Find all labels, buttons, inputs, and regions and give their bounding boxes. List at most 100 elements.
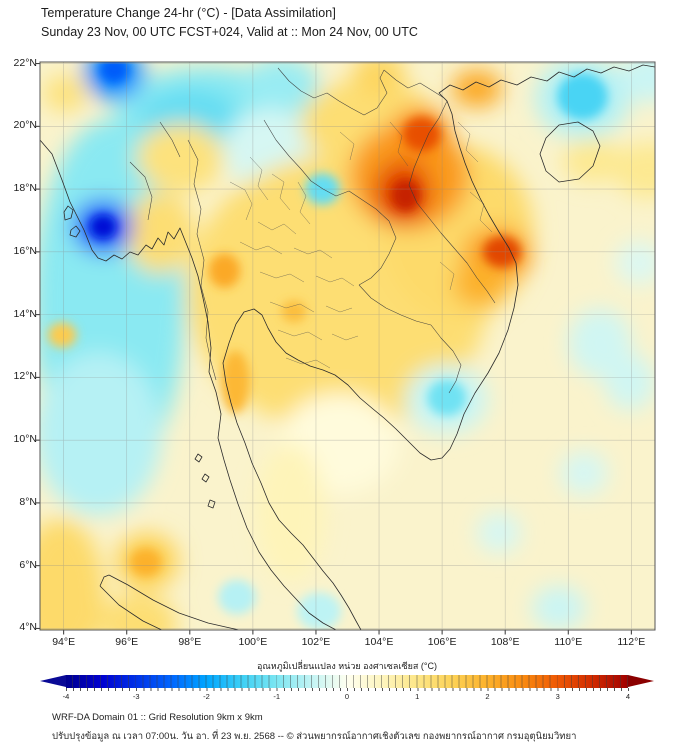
island-mergui — [194, 453, 216, 509]
colorbar-left-arrow — [40, 675, 66, 687]
anomaly-bengal-cold-core — [89, 214, 117, 239]
y-axis-tick-label: 22°N — [13, 56, 37, 69]
colorbar-label: อุณหภูมิเปลี่ยนแปลง หน่วย องศาเซลเซียส (… — [257, 661, 437, 671]
map-gridlines — [40, 62, 655, 630]
x-axis-tick-label: 96°E — [115, 636, 139, 648]
anomaly-west-edge-warm-spot — [47, 322, 77, 348]
x-axis-tick-label: 104°E — [364, 636, 394, 648]
colorbar-tick-label: -4 — [62, 692, 70, 701]
colorbar-tick-label: 4 — [625, 692, 631, 701]
anomaly-top-center-cool — [243, 62, 320, 114]
anomaly-sea-cool-4 — [476, 512, 521, 554]
anomaly-malay-peninsula-mild — [256, 443, 326, 582]
x-axis-tick-label: 106°E — [427, 636, 457, 648]
anomaly-south-andaman-cool — [40, 352, 162, 516]
chart-subtitle: Sunday 23 Nov, 00 UTC FCST+024, Valid at… — [41, 25, 418, 39]
y-axis-tick-label: 6°N — [19, 558, 37, 571]
colorbar-right-arrow — [628, 675, 654, 687]
anomaly-central-vietnam-hot-core — [483, 236, 521, 268]
border-china-north — [277, 67, 388, 116]
anomaly-myanmar-warm-1 — [136, 123, 225, 193]
anomaly-peninsula-hot-strip — [221, 350, 250, 414]
coastlines — [40, 64, 655, 630]
anomaly-sea-cool-3 — [560, 451, 608, 496]
temperature-field-cores — [47, 62, 608, 630]
chart-title: Temperature Change 24-hr (°C) - [Data As… — [41, 6, 336, 20]
axis-ticks — [35, 63, 632, 635]
anomaly-myanmar-warm-2 — [125, 192, 195, 274]
map-canvas — [35, 61, 656, 635]
anomaly-top-edge-warm — [352, 62, 406, 97]
anomaly-north-thai-cool-spot — [305, 173, 340, 205]
x-axis-tick-label: 102°E — [301, 636, 331, 648]
x-axis-tick-label: 98°E — [178, 636, 202, 648]
anomaly-hainan-warm — [562, 138, 625, 183]
colorbar-tick-label: -1 — [273, 692, 281, 701]
coast-gulf-vietnam-china — [235, 64, 655, 461]
anomaly-ne-corner-cool — [620, 62, 655, 103]
anomaly-west-thai-hot-spot — [208, 253, 241, 288]
anomaly-right-edge-warm — [614, 142, 655, 199]
border-thailand-laos-mekong — [263, 119, 397, 286]
country-borders — [129, 67, 496, 394]
x-axis-tick-label: 110°E — [554, 636, 583, 648]
temperature-field-soft — [40, 62, 655, 630]
y-axis-tick-label: 10°N — [13, 433, 37, 446]
footer-domain-info: WRF-DA Domain 01 :: Grid Resolution 9km … — [52, 712, 263, 723]
y-axis-tick-label: 4°N — [19, 621, 37, 634]
x-axis-tick-label: 100°E — [238, 636, 268, 648]
anomaly-sw-corner-warm — [40, 518, 105, 630]
anomaly-central-thai-hot-spot — [281, 300, 307, 323]
colorbar-tick-label: 2 — [485, 692, 490, 701]
colorbar-cell-separators — [66, 675, 628, 688]
colorbar-tick-label: 0 — [344, 692, 350, 701]
y-axis-tick-label: 8°N — [19, 495, 37, 508]
y-axis-tick-label: 14°N — [13, 307, 37, 320]
coast-myanmar-peninsula — [40, 139, 337, 630]
border-thailand-cambodia — [358, 284, 432, 326]
anomaly-south-cool-spot-2 — [297, 592, 342, 630]
coast-sumatra-ne — [108, 574, 240, 630]
anomaly-sea-cool-5 — [532, 586, 586, 630]
anomaly-ne-vietnam-warm — [451, 69, 502, 108]
x-axis-tick-label: 108°E — [490, 636, 520, 648]
coast-sumatra-sw — [99, 585, 163, 630]
anomaly-sumatra-warm — [101, 592, 178, 630]
island-arakan-2 — [69, 225, 81, 238]
island-arakan-1 — [63, 205, 74, 221]
map-area — [35, 61, 656, 635]
x-axis-tick-label: 112°E — [617, 636, 646, 648]
colorbar-tick-label: -2 — [203, 692, 210, 701]
border-china-vietnam — [383, 69, 448, 102]
anomaly-sw-sea-warm-core — [129, 548, 162, 577]
coast-sumatra-tip — [99, 574, 110, 587]
y-axis-tick-label: 20°N — [13, 119, 37, 132]
colorbar: อุณหภูมิเปลี่ยนแปลง หน่วย องศาเซลเซียส (… — [40, 661, 654, 707]
x-axis-tick-label: 94°E — [52, 636, 76, 648]
border-myanmar-internal — [129, 121, 181, 221]
footer-credit-thai: ปรับปรุงข้อมูล ณ เวลา 07:00น. วัน อา. ที… — [52, 731, 577, 742]
colorbar-tick-label: -3 — [132, 692, 140, 701]
anomaly-laos-hot-north-core — [402, 116, 441, 152]
y-axis-tick-label: 12°N — [13, 370, 37, 383]
colorbar-tick-label: 1 — [415, 692, 420, 701]
y-axis-tick-label: 18°N — [13, 182, 37, 195]
anomaly-top-bengal-cold-core — [99, 62, 129, 83]
colorbar-tick-marks — [66, 688, 629, 691]
anomaly-tonkin-cool-core — [557, 73, 608, 120]
anomaly-laos-hot-core — [391, 179, 420, 212]
anomaly-south-cool-spot-1 — [218, 579, 256, 615]
coast-hainan — [539, 121, 601, 183]
border-cambodia-vietnam — [430, 324, 462, 394]
anomaly-sea-cool-2 — [604, 353, 655, 411]
anomaly-mekong-cool-core — [427, 379, 467, 416]
anomaly-se-laos-warm — [453, 259, 507, 307]
anomaly-topleft-warm — [43, 74, 88, 113]
border-myanmar-thailand — [187, 139, 217, 381]
y-axis-tick-label: 16°N — [13, 244, 37, 257]
anomaly-sea-cool-6 — [615, 240, 655, 285]
coast-gulf-west — [222, 323, 362, 630]
colorbar-gradient — [66, 675, 628, 688]
map-frame — [39, 61, 656, 631]
